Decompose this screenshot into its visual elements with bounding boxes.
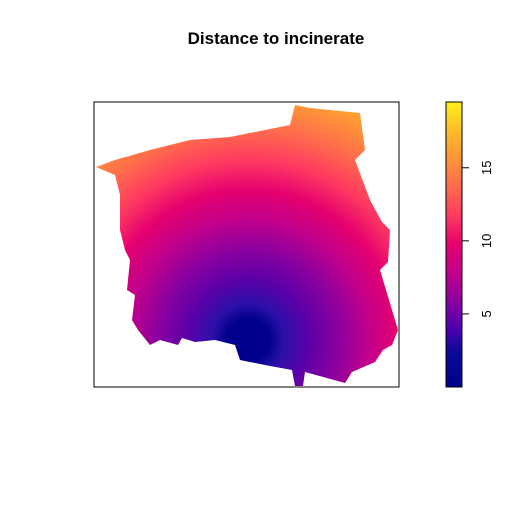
legend-ticks: 5 10 15	[462, 161, 494, 318]
legend-tick-label: 10	[479, 234, 494, 248]
map-title: Distance to incinerate	[187, 29, 365, 48]
plot-frame	[93, 101, 400, 388]
legend-tick-label: 5	[479, 310, 494, 317]
distance-raster	[96, 105, 398, 386]
legend-colorbar	[445, 101, 463, 388]
legend-tick-label: 15	[479, 161, 494, 175]
